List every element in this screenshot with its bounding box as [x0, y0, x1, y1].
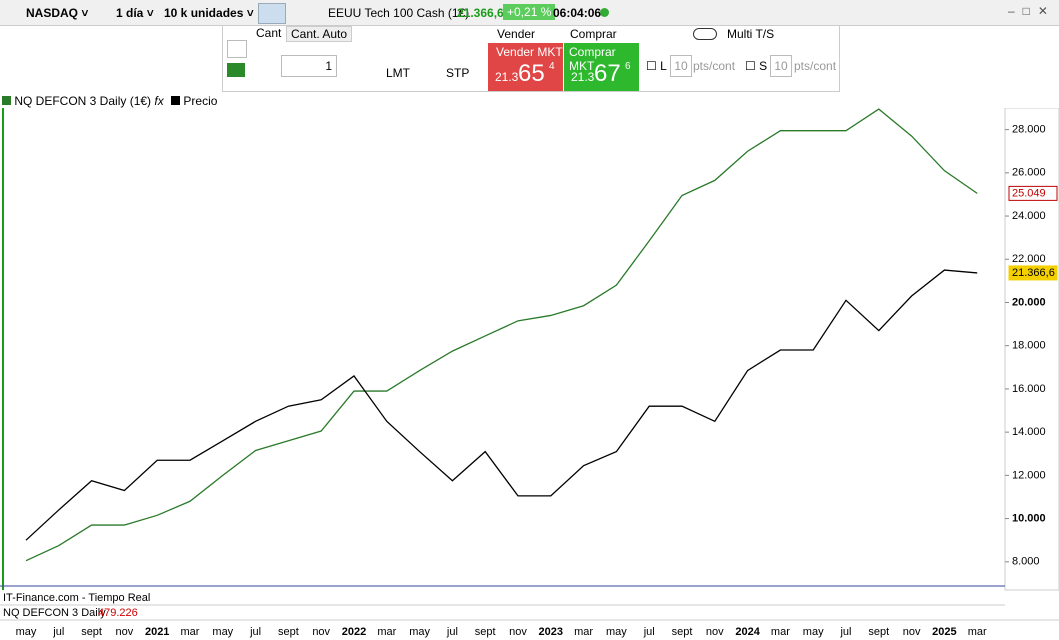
y-tick-label: 10.000 [1012, 512, 1046, 524]
change: +0,21 % [503, 4, 556, 20]
footer-indicator: NQ DEFCON 3 Daily [3, 607, 106, 619]
source: IT-Finance.com - Tiempo Real [3, 592, 150, 604]
x-tick-label: may [212, 626, 233, 638]
x-tick-label: jul [446, 626, 458, 638]
x-tick-label: mar [181, 626, 200, 638]
legend-indicator: NQ DEFCON 3 Daily (1€) [14, 94, 152, 108]
legend: NQ DEFCON 3 Daily (1€) fx Precio [2, 94, 217, 108]
y-tick-label: 26.000 [1012, 167, 1046, 179]
chart-type-button[interactable] [258, 3, 286, 24]
x-tick-label: 2023 [539, 626, 563, 638]
buy-button[interactable]: Comprar MKT 21.3 67 6 [564, 43, 639, 91]
l-option[interactable]: ☐ L [646, 59, 667, 73]
x-tick-label: 2025 [932, 626, 956, 638]
y-tick-label: 22.000 [1012, 253, 1046, 265]
sell-price-small: 4 [549, 61, 555, 72]
y-tick-label: 18.000 [1012, 340, 1046, 352]
series-line [25, 269, 978, 541]
y-tick-label: 12.000 [1012, 469, 1046, 481]
buy-price-prefix: 21.3 [571, 70, 595, 84]
x-tick-label: sept [278, 626, 299, 638]
units: 10 k unidades [164, 6, 244, 20]
instrument: EEUU Tech 100 Cash (1€) [328, 6, 470, 20]
x-tick-label: sept [81, 626, 102, 638]
sell-button[interactable]: Vender MKT 21.3 65 4 [488, 43, 563, 91]
x-tick-label: nov [116, 626, 134, 638]
x-tick-label: nov [903, 626, 921, 638]
x-tick-label: 2024 [735, 626, 760, 638]
x-tick-label: sept [672, 626, 693, 638]
stp-button[interactable]: STP [446, 66, 470, 80]
window-controls[interactable]: –□✕ [1008, 4, 1056, 18]
x-tick-label: mar [574, 626, 593, 638]
x-tick-label: mar [771, 626, 790, 638]
x-tick-label: may [606, 626, 627, 638]
x-tick-label: jul [643, 626, 655, 638]
x-tick-label: nov [312, 626, 330, 638]
buy-label: Comprar [570, 27, 617, 41]
sell-label: Vender [497, 27, 536, 41]
cant-auto-tab[interactable]: Cant. Auto [286, 26, 353, 42]
buy-price-small: 6 [625, 61, 631, 72]
cant-tab[interactable]: Cant [256, 26, 282, 40]
sell-price-prefix: 21.3 [495, 70, 519, 84]
keyboard-button[interactable] [227, 63, 245, 77]
order-panel [222, 26, 840, 92]
y-tick-label: 20.000 [1012, 296, 1046, 308]
sell-button-label: Vender MKT [496, 45, 563, 59]
l-pts-input[interactable]: 10 [670, 55, 692, 77]
buy-button-label: Comprar MKT [569, 45, 616, 73]
status-dot [600, 8, 609, 17]
x-tick-label: mar [377, 626, 396, 638]
toggle[interactable] [693, 28, 717, 40]
last-value-label: 25.049 [1012, 187, 1046, 199]
x-tick-label: jul [52, 626, 64, 638]
symbol-select[interactable]: NASDAQ ˅ [26, 6, 89, 20]
y-tick-label: 14.000 [1012, 426, 1046, 438]
s-pts-unit: pts/cont [794, 59, 837, 73]
y-tick-label: 28.000 [1012, 124, 1046, 136]
last-value-box [1008, 185, 1058, 201]
x-tick-label: jul [249, 626, 261, 638]
x-tick-label: nov [706, 626, 724, 638]
symbol: NASDAQ [26, 6, 79, 20]
x-tick-label: jul [839, 626, 851, 638]
y-tick-label: 24.000 [1012, 210, 1046, 222]
legend-price: Precio [183, 94, 218, 108]
series-line [25, 108, 978, 562]
x-tick-label: may [409, 626, 430, 638]
l-pts-unit: pts/cont [693, 59, 736, 73]
x-tick-label: may [16, 626, 37, 638]
sell-price-big: 65 [518, 60, 545, 87]
price: 21.366,6 [457, 6, 504, 20]
s-option[interactable]: ☐ S [745, 59, 768, 73]
settings-button[interactable] [227, 40, 247, 58]
x-tick-label: sept [475, 626, 496, 638]
last-value-label: 21.366,6 [1012, 267, 1055, 279]
l-label: L [660, 59, 667, 73]
footer-indicator-value: 479.226 [98, 607, 138, 619]
last-value-box [1008, 265, 1058, 281]
x-tick-label: 2021 [145, 626, 169, 638]
x-tick-label: sept [868, 626, 889, 638]
timeframe: 1 día [116, 6, 144, 20]
x-tick-label: mar [968, 626, 987, 638]
y-tick-label: 16.000 [1012, 383, 1046, 395]
units-select[interactable]: 10 k unidades ˅ [164, 6, 254, 20]
s-pts-input[interactable]: 10 [770, 55, 792, 77]
x-tick-label: 2022 [342, 626, 366, 638]
x-tick-label: may [803, 626, 824, 638]
chart: IT-Finance.com - Tiempo Real NQ DEFCON 3… [0, 108, 1059, 638]
time: 06:04:06 [553, 6, 602, 20]
x-tick-label: nov [509, 626, 527, 638]
s-label: S [759, 59, 768, 73]
y-tick-label: 8.000 [1012, 556, 1040, 568]
multi-ts-label: Multi T/S [727, 27, 775, 41]
timeframe-select[interactable]: 1 día ˅ [116, 6, 154, 20]
quantity-input[interactable]: 1 [281, 55, 337, 77]
buy-price-big: 67 [594, 60, 621, 87]
lmt-button[interactable]: LMT [386, 66, 410, 80]
